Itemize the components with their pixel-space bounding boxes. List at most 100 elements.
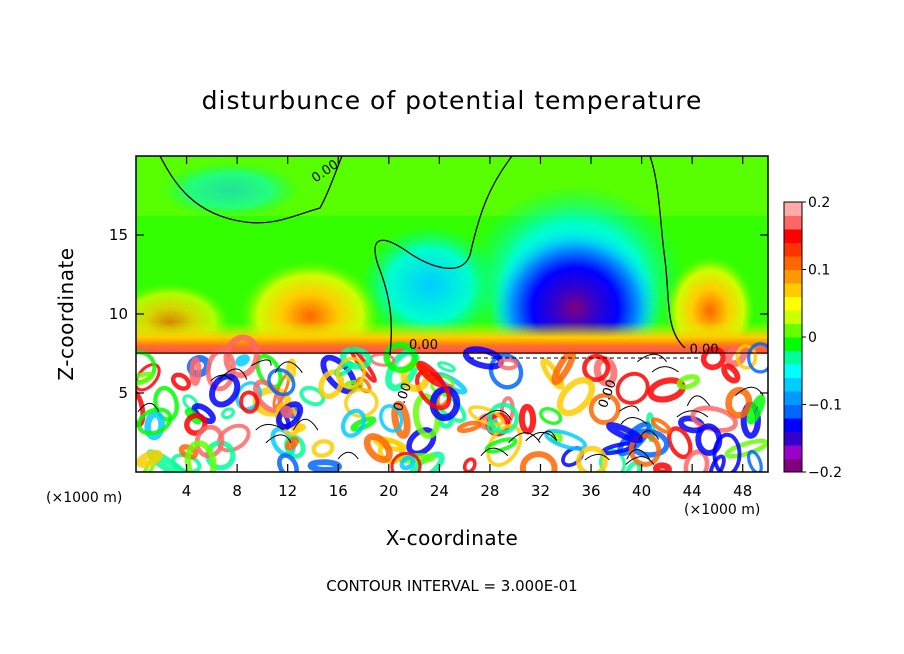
- turbulence-patch: [170, 372, 192, 391]
- turbulence-patch: [556, 376, 595, 417]
- lower-contour: [219, 368, 248, 380]
- lower-contour: [686, 395, 711, 407]
- x-tick-label: 36: [581, 482, 600, 500]
- turbulence-patch: [615, 371, 650, 405]
- turbulence-patch: [667, 426, 693, 460]
- zero-contour-tongue: [374, 156, 513, 356]
- colorbar-tick-label: 0.2: [808, 195, 830, 211]
- colorbar-swatch: [784, 215, 802, 230]
- colorbar-swatch: [784, 337, 802, 351]
- colorbar-tick-label: 0.1: [808, 263, 830, 279]
- turbulence-patch: [539, 407, 563, 425]
- turbulence-patch: [467, 405, 505, 427]
- turbulence-patch: [700, 346, 727, 371]
- turbulence-patch: [267, 368, 296, 397]
- zero-contour-right: [649, 156, 686, 349]
- x-tick-label: 4: [182, 482, 192, 500]
- turbulence-patch: [136, 407, 173, 436]
- lower-contour: [584, 453, 610, 461]
- turbulence-patch: [676, 374, 701, 390]
- x-tick-label: 16: [329, 482, 348, 500]
- lower-contour: [255, 423, 284, 431]
- turbulence-patch: [290, 423, 306, 433]
- lower-contour: [676, 410, 709, 418]
- x-ticks: 4 8 12 16 20 24 28 32 36 40 44 48: [182, 156, 752, 500]
- turbulence-patch: [299, 385, 326, 407]
- turbulence-patch: [280, 405, 294, 419]
- colorbar-swatch: [784, 202, 802, 216]
- turbulence-patch: [307, 459, 343, 472]
- turbulence-patch: [320, 354, 358, 395]
- x-tick-label: 28: [480, 482, 499, 500]
- turbulence-patch: [518, 403, 537, 435]
- x-tick-label: 44: [683, 482, 702, 500]
- colorbar-swatch: [784, 418, 802, 432]
- colorbar-tick-label: 0: [808, 330, 817, 346]
- colorbar-swatch: [784, 431, 802, 446]
- turbulence-patch: [721, 363, 741, 384]
- turbulence-patch: [497, 357, 519, 371]
- lower-contour: [292, 418, 319, 431]
- turbulence-patch: [606, 422, 644, 444]
- turbulence-patch: [255, 353, 283, 390]
- turbulence-patch: [184, 440, 217, 472]
- y-tick-label: 5: [118, 384, 128, 402]
- colorbar-swatch: [784, 269, 802, 284]
- turbulence-patch: [194, 424, 225, 459]
- colorbar-swatch: [784, 296, 802, 311]
- turbulence-patch: [650, 417, 672, 434]
- x-tick-label: 12: [278, 482, 297, 500]
- turbulence-patch: [239, 390, 260, 414]
- turbulence-patch: [519, 451, 558, 472]
- x-axis-unit-right: (×1000 m): [684, 502, 761, 518]
- turbulence-patch: [735, 344, 758, 370]
- lower-contour: [265, 434, 292, 444]
- lower-contour: [626, 448, 651, 460]
- contour-label: 0.00: [690, 343, 719, 358]
- lower-contour: [210, 374, 232, 381]
- turbulence-patch: [390, 451, 422, 472]
- turbulence-patch: [285, 436, 299, 451]
- lower-contour: [619, 405, 640, 412]
- turbulence-patch: [582, 353, 611, 382]
- x-tick-label: 8: [232, 482, 242, 500]
- turbulence-patch: [437, 361, 456, 373]
- turbulence-patch: [456, 420, 482, 433]
- turbulence-patch: [653, 462, 672, 472]
- turbulence-patch: [588, 392, 621, 425]
- lower-contour: [274, 361, 303, 374]
- turbulence-patch: [311, 439, 335, 458]
- turbulence-patch: [335, 356, 366, 389]
- turbulence-patch: [209, 373, 241, 408]
- turbulence-patch: [363, 433, 393, 464]
- colorbar-swatch: [784, 310, 802, 324]
- turbulence-patch: [136, 362, 161, 392]
- turbulence-patch: [205, 348, 236, 392]
- colorbar-swatch: [784, 377, 802, 392]
- chart-title: disturbunce of potential temperature: [201, 86, 703, 115]
- turbulence-patch: [285, 358, 297, 382]
- x-tick-label: 20: [379, 482, 398, 500]
- colorbar-swatch: [784, 391, 802, 405]
- lower-contour: [637, 353, 667, 363]
- turbulence-patch: [416, 360, 445, 388]
- x-axis-unit-left: (×1000 m): [46, 490, 123, 506]
- lower-contour: [625, 456, 655, 465]
- colorbar: 0.2 0.1 0 −0.1 −0.2: [783, 195, 842, 481]
- turbulence-patch: [235, 354, 250, 367]
- turbulence-patch: [746, 342, 768, 374]
- turbulence-patch: [189, 357, 202, 387]
- colorbar-swatch: [784, 256, 802, 270]
- colorbar-swatch: [784, 283, 802, 297]
- turbulence-patch: [340, 408, 366, 438]
- turbulence-patch: [683, 449, 710, 472]
- colorbar-swatch: [784, 242, 802, 257]
- lower-contour: [525, 431, 558, 442]
- colorbar-swatch: [784, 458, 802, 473]
- turbulence-patch: [339, 346, 373, 370]
- lower-contour: [651, 366, 679, 373]
- contour-interval-note: CONTOUR INTERVAL = 3.000E-01: [326, 577, 578, 595]
- turbulence-patch: [379, 404, 404, 433]
- turbulence-patch: [144, 411, 165, 441]
- turbulence-patch: [575, 445, 608, 472]
